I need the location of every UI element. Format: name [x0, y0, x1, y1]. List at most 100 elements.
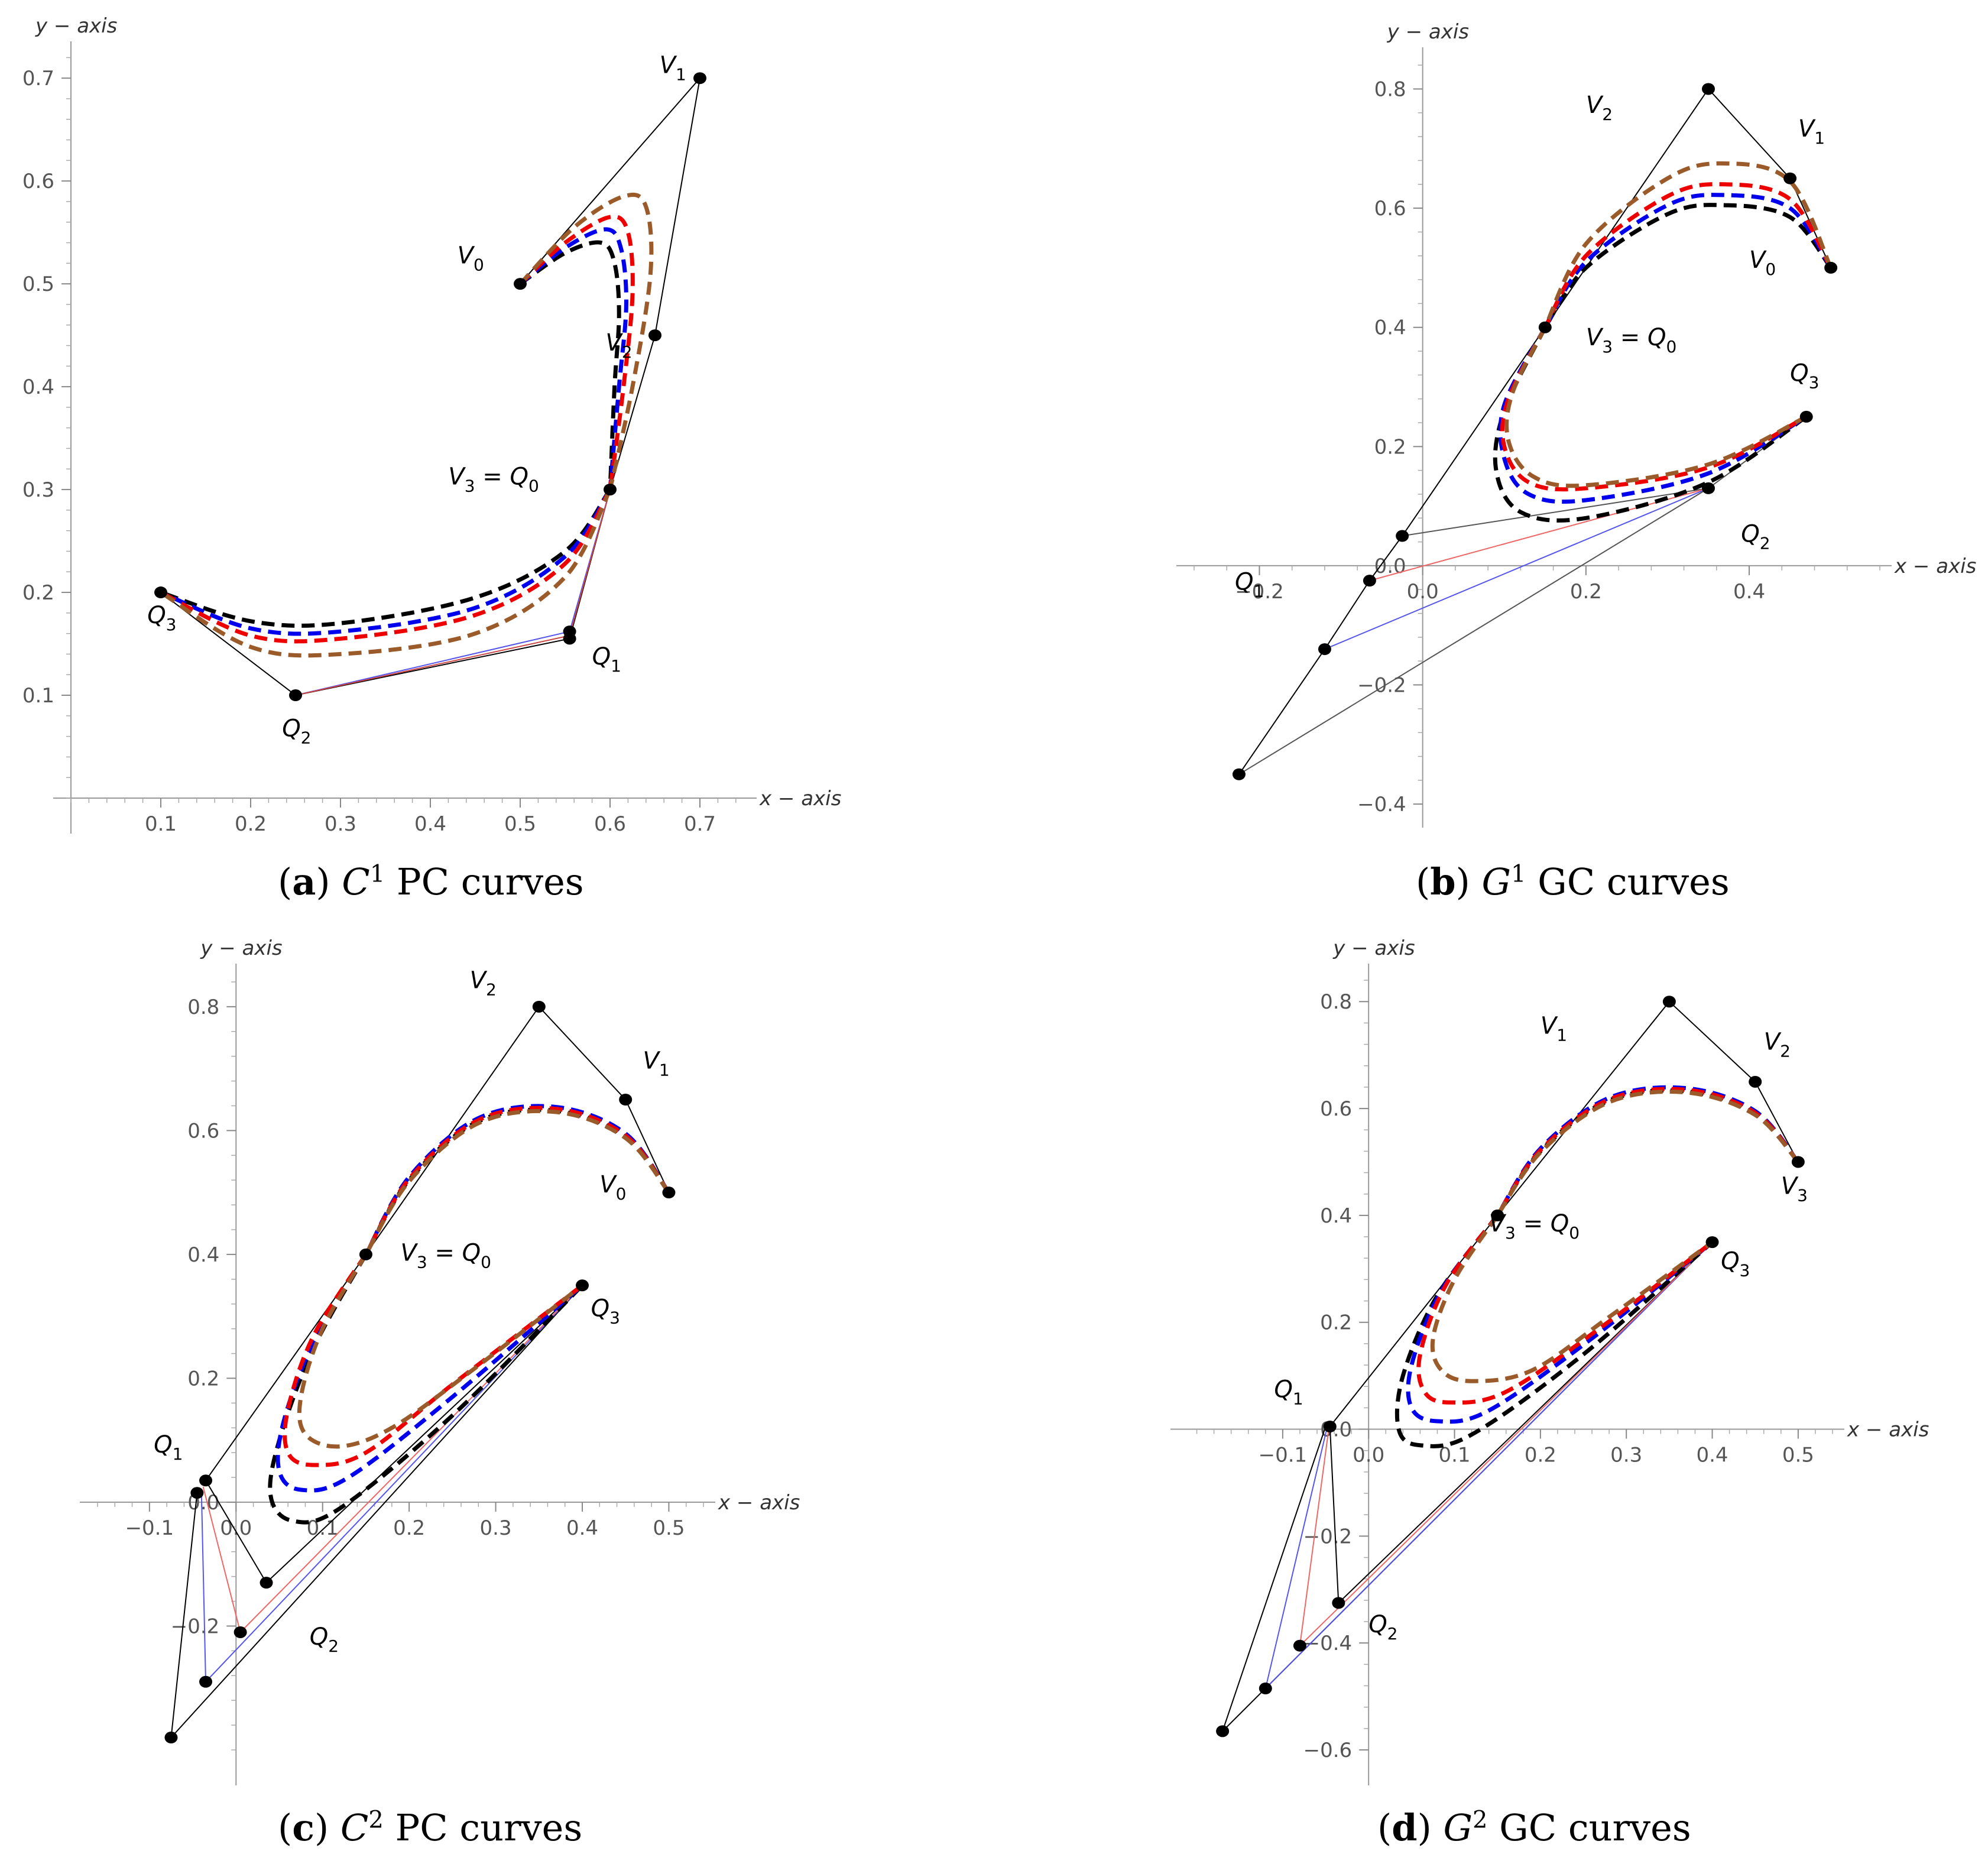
- control-point: [1749, 1075, 1762, 1088]
- x-tick-label: 0.4: [1696, 1444, 1728, 1467]
- x-axis-title: x − axis: [1894, 555, 1976, 578]
- point-label: V0: [458, 242, 484, 274]
- point-label: Q2: [282, 715, 311, 748]
- control-point: [199, 1474, 213, 1487]
- caption-b: (b) G1 GC curves: [1416, 860, 1730, 903]
- y-axis-title: y − axis: [1387, 20, 1469, 44]
- control-point: [1702, 83, 1715, 95]
- y-tick-label: −0.4: [1357, 793, 1406, 816]
- panel-d: −0.1 0.0 0.1 0.2 0.3 0.4 0.5 −0.6 −0.4 −0.2 0.0 0.2…: [993, 922, 1988, 1864]
- y-tick-label: 0.2: [187, 1367, 219, 1390]
- y-tick-label: 0.5: [22, 273, 54, 296]
- control-point: [1232, 768, 1246, 780]
- control-point: [1705, 1236, 1719, 1249]
- control-point: [648, 329, 661, 342]
- curve-red: [160, 488, 612, 644]
- y-tick-label: 0.8: [1374, 77, 1406, 101]
- curve-black: [364, 1107, 671, 1256]
- control-point: [1799, 410, 1813, 423]
- control-point: [532, 1000, 546, 1013]
- point-label: V3: [1781, 1173, 1808, 1205]
- curve-brown: [1543, 161, 1833, 329]
- point-label: Q1: [592, 643, 621, 676]
- caption-a: (a) C1 PC curves: [278, 860, 584, 903]
- point-label: Q2: [1741, 521, 1770, 553]
- panel-a: 0.1 0.2 0.3 0.4 0.5 0.6 0.7 0.1 0.2 0.3 0.4 0.5 0.6 0…: [0, 0, 993, 922]
- x-tick-label: 0.3: [1610, 1444, 1642, 1467]
- curve-brown: [297, 1253, 584, 1449]
- control-polygon: [200, 1285, 583, 1684]
- point-label: Q3: [591, 1295, 620, 1328]
- curve-black: [1394, 1214, 1714, 1448]
- caption-c: (c) C2 PC curves: [278, 1806, 583, 1849]
- control-polygon: [1264, 1241, 1713, 1691]
- curve-blue: [1496, 1085, 1800, 1217]
- curve-black: [160, 488, 612, 628]
- point-label: V2: [1764, 1029, 1791, 1061]
- control-polygon: [295, 489, 611, 696]
- control-point: [563, 625, 576, 638]
- x-tick-label: 0.1: [145, 812, 177, 836]
- curve-brown: [1504, 326, 1808, 488]
- x-tick-label: 0.0: [220, 1516, 252, 1540]
- control-point: [1783, 172, 1797, 184]
- control-point: [190, 1487, 204, 1499]
- point-label: Q3: [147, 602, 176, 634]
- x-tick-label: 0.3: [480, 1516, 512, 1540]
- curve-red: [283, 1253, 584, 1467]
- y-tick-label: 0.3: [22, 478, 54, 502]
- point-label: V1: [660, 51, 686, 84]
- y-tick-label: 0.2: [1320, 1311, 1352, 1335]
- point-label: V1: [1541, 1012, 1567, 1045]
- y-tick-label: 0.7: [22, 67, 54, 90]
- y-tick-label: 0.6: [1320, 1097, 1352, 1121]
- plot-c: −0.1 0.0 0.1 0.2 0.3 0.4 0.5−0.20.00.20.40.60.…: [80, 936, 800, 1785]
- y-tick-label: 0.4: [22, 375, 54, 399]
- point-label: Q1: [1235, 568, 1264, 601]
- control-polygon: [1324, 487, 1709, 650]
- control-point: [1323, 1421, 1337, 1433]
- x-tick-label: 0.2: [1525, 1444, 1556, 1467]
- y-tick-label: 0.6: [187, 1119, 219, 1143]
- control-point: [619, 1094, 633, 1106]
- control-point: [1259, 1683, 1272, 1695]
- caption-d: (d) G2 GC curves: [1377, 1806, 1691, 1849]
- point-label: V0: [1749, 247, 1776, 279]
- point-label: V3 = Q0: [1586, 324, 1676, 356]
- point-label: Q2: [310, 1623, 339, 1656]
- control-polygon: [1329, 1000, 1799, 1604]
- x-tick-label: 0.0: [1353, 1444, 1384, 1467]
- point-label: Q3: [1790, 359, 1819, 392]
- y-axis-title: y − axis: [35, 14, 117, 38]
- control-point: [576, 1279, 589, 1292]
- x-tick-label: 0.1: [1438, 1444, 1470, 1467]
- control-point: [1538, 321, 1552, 333]
- x-tick-label: 0.4: [1733, 580, 1765, 604]
- control-point: [1216, 1725, 1230, 1737]
- y-tick-label: −0.2: [171, 1615, 220, 1638]
- curve-black: [268, 1253, 584, 1525]
- curve-blue: [160, 488, 612, 636]
- x-tick-label: −0.1: [125, 1516, 174, 1540]
- point-label: V3 = Q0: [401, 1239, 491, 1272]
- control-point: [1363, 575, 1376, 587]
- y-tick-label: 0.6: [1374, 197, 1406, 221]
- x-tick-label: 0.5: [1782, 1444, 1814, 1467]
- curve-brown: [1496, 1090, 1800, 1217]
- control-point: [1293, 1639, 1306, 1652]
- curve-brown: [1430, 1214, 1714, 1383]
- curve-brown: [364, 1108, 671, 1256]
- y-tick-label: 0.1: [22, 684, 54, 708]
- point-label: V3 = Q0: [1489, 1210, 1580, 1243]
- x-tick-label: 0.2: [1570, 580, 1602, 604]
- curve-black: [1543, 203, 1833, 329]
- y-tick-label: 0.4: [187, 1243, 219, 1267]
- x-tick-label: 0.2: [393, 1516, 425, 1540]
- control-point: [693, 72, 706, 85]
- y-axis-title: y − axis: [1332, 936, 1415, 960]
- point-label: V2: [470, 967, 497, 999]
- plot-d: −0.1 0.0 0.1 0.2 0.3 0.4 0.5−0.6−0.4−0.20.00.2…: [1170, 936, 1929, 1785]
- point-label: V2: [1586, 92, 1613, 124]
- panel-b: −0.2 0.0 0.2 0.4 −0.4 −0.2 0.0 0.2 0.4 0.6 0.8 x − …: [993, 0, 1988, 922]
